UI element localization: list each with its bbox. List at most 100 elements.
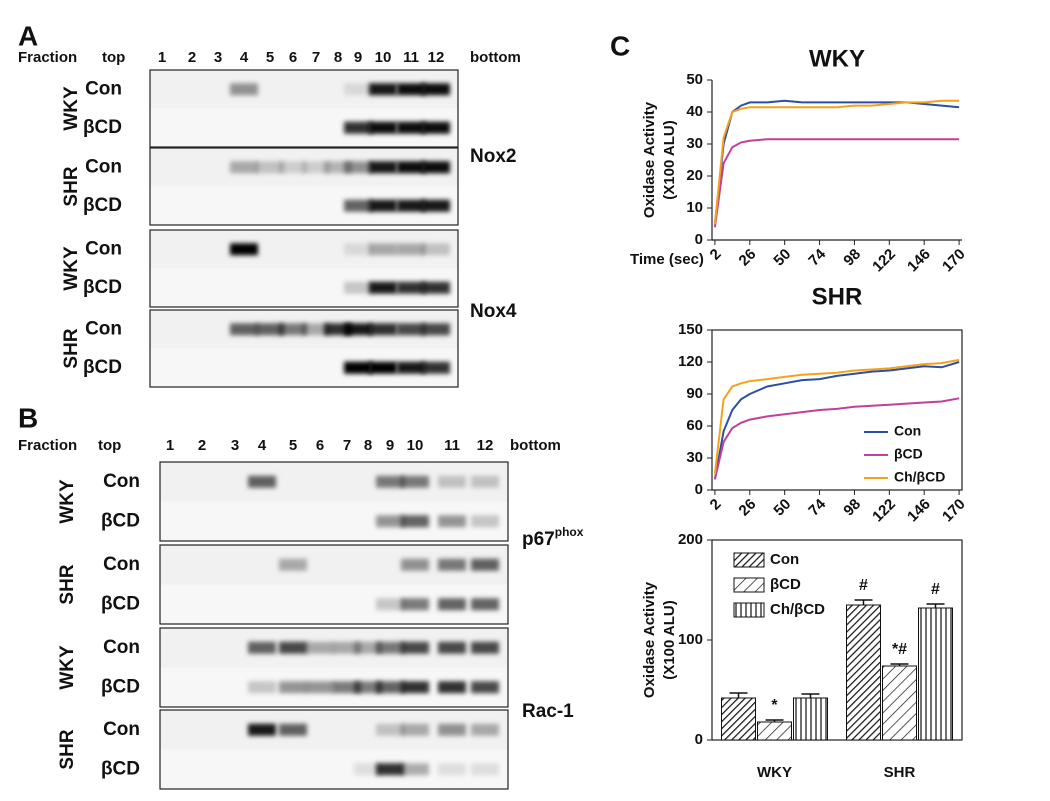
blot-band — [471, 515, 499, 528]
lane-label: 1 — [158, 49, 166, 66]
blot-frame — [159, 544, 509, 625]
legend-label: Con — [894, 423, 921, 439]
blot-band — [344, 121, 372, 134]
y-tick-label: 40 — [686, 103, 703, 120]
blot-band — [369, 199, 397, 212]
blot-frame — [149, 147, 459, 226]
blot-band — [422, 83, 450, 96]
strain-label: SHR — [57, 729, 78, 769]
blot-band — [344, 199, 372, 212]
blot-band — [438, 475, 466, 488]
blot-band — [401, 475, 429, 488]
blot-band — [376, 681, 404, 694]
header-label: bottom — [470, 49, 521, 66]
lane-label: 7 — [343, 437, 351, 454]
blot-band — [376, 763, 404, 776]
lane-label: 3 — [214, 49, 222, 66]
lane-label: 5 — [266, 49, 274, 66]
blot-band — [230, 83, 258, 96]
x-tick-label: 146 — [904, 246, 934, 276]
blot-band — [397, 243, 425, 256]
error-bar — [890, 663, 909, 666]
x-tick-label: SHR — [884, 764, 916, 781]
x-tick-label: 122 — [869, 496, 899, 526]
blot-band — [279, 558, 307, 571]
legend-label: Ch/βCD — [894, 469, 945, 485]
blot-band — [397, 83, 425, 96]
protein-name: Nox2 — [470, 146, 516, 167]
x-tick-label: 50 — [770, 496, 794, 520]
x-tick-label: 2 — [707, 246, 725, 264]
blot-band — [369, 243, 397, 256]
blot-band — [248, 475, 276, 488]
blot-band — [401, 558, 429, 571]
x-tick-label: 170 — [939, 496, 969, 526]
y-tick-label: 30 — [686, 135, 703, 152]
error-bar — [801, 693, 820, 698]
blot-band — [279, 681, 307, 694]
blot-band — [279, 723, 307, 736]
lane-label: 9 — [354, 49, 362, 66]
blot-band — [248, 641, 276, 654]
lane-label: 8 — [334, 49, 342, 66]
blot-band — [230, 323, 258, 336]
row-label: βCD — [101, 510, 140, 531]
blot-band — [354, 681, 382, 694]
blot-band — [248, 681, 276, 694]
legend-label: Ch/βCD — [770, 601, 825, 618]
legend-swatch — [733, 602, 765, 618]
row-label: Con — [85, 156, 122, 177]
blot-band — [344, 243, 372, 256]
row-label: Con — [103, 554, 140, 575]
protein-label: Nox2 — [470, 146, 516, 167]
lane-label: 1 — [166, 437, 174, 454]
protein-superscript: phox — [555, 525, 584, 539]
y-axis-label: (X100 ALU) — [661, 120, 678, 199]
blot-band — [369, 161, 397, 174]
blot-band — [230, 243, 258, 256]
protein-label: p67phox — [522, 525, 584, 550]
blot-band — [471, 763, 499, 776]
error-bar — [854, 599, 873, 605]
x-tick-label: 98 — [840, 496, 864, 520]
blot-band — [438, 723, 466, 736]
strain-label: SHR — [61, 328, 82, 368]
blot-band — [401, 598, 429, 611]
lane-label: 6 — [289, 49, 297, 66]
x-tick-label: 26 — [736, 496, 760, 520]
y-axis-label: Oxidase Activity — [641, 581, 658, 698]
legend-label: βCD — [770, 576, 801, 593]
blot-band — [422, 121, 450, 134]
blot-band — [471, 681, 499, 694]
row-label: βCD — [83, 195, 122, 216]
blot-band — [344, 83, 372, 96]
bar — [882, 665, 917, 741]
blot-band — [354, 641, 382, 654]
y-tick-label: 0 — [695, 731, 703, 748]
row-label: βCD — [83, 117, 122, 138]
header-label: top — [98, 437, 121, 454]
y-tick-label: 0 — [695, 231, 703, 248]
blot-band — [344, 323, 372, 336]
blot-band — [422, 161, 450, 174]
row-label: Con — [85, 78, 122, 99]
blot-band — [302, 161, 330, 174]
x-tick-label: 50 — [770, 246, 794, 270]
strain-label: WKY — [57, 645, 78, 690]
blot-band — [471, 598, 499, 611]
line-series — [713, 99, 960, 225]
protein-name: Nox4 — [470, 301, 517, 322]
bar — [918, 607, 953, 741]
x-tick-label: 146 — [904, 496, 934, 526]
panel-label: A — [18, 20, 38, 51]
blot-band — [256, 161, 284, 174]
line-series — [713, 138, 960, 228]
blot-frame — [149, 229, 459, 308]
panel-label: B — [18, 402, 38, 433]
error-bar — [765, 719, 784, 722]
lane-label: 4 — [258, 437, 267, 454]
x-tick-label: 26 — [736, 246, 760, 270]
blot-frame — [159, 461, 509, 542]
protein-name: p67 — [522, 529, 555, 550]
